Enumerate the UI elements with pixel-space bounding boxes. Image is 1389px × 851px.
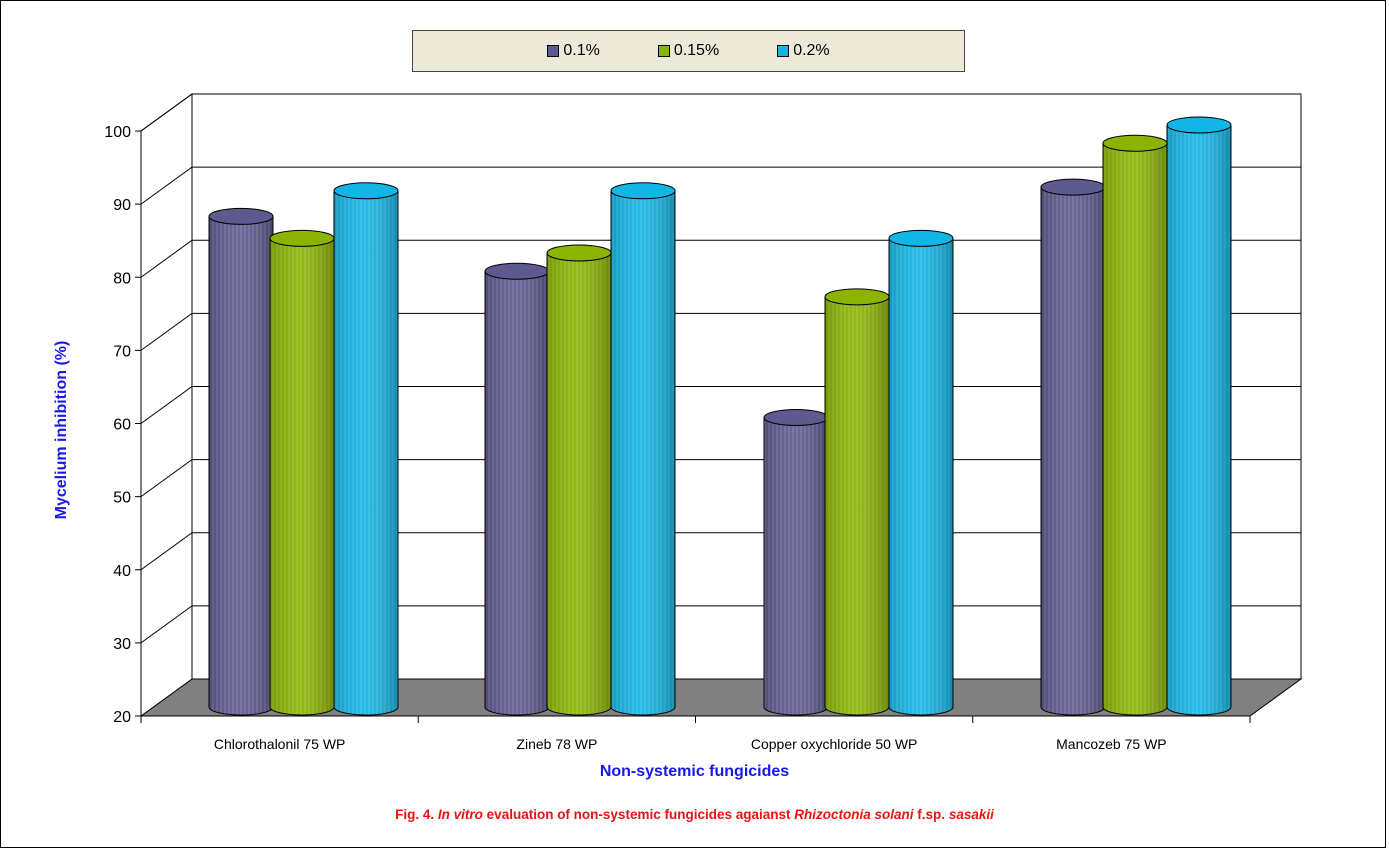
- bar-shade-1-0: [485, 271, 549, 715]
- legend-label-1: 0.15%: [673, 42, 720, 59]
- bar-shade-0-1: [270, 238, 334, 715]
- bar-shade-0-2: [334, 190, 398, 715]
- x-tick-label-1: Zineb 78 WP: [516, 736, 597, 752]
- bar-3-0: [1040, 178, 1106, 716]
- caption-middle: evaluation of non-systemic fungicides ag…: [486, 807, 791, 822]
- y-tick-label-4: 60: [113, 417, 131, 434]
- bar-top-2-0: [763, 408, 829, 426]
- bar-1-2: [610, 182, 676, 716]
- bar-top-3-2: [1166, 116, 1232, 134]
- bar-3-2: [1166, 116, 1232, 716]
- bar-2-1: [824, 288, 890, 716]
- bar-0-2: [333, 182, 399, 716]
- legend-item-0: 0.1%: [547, 42, 600, 60]
- bar-shade-3-0: [1041, 187, 1105, 715]
- y-tick-label-5: 70: [113, 343, 131, 360]
- y-tick-label-8: 100: [104, 124, 131, 141]
- bar-top-2-1: [824, 288, 890, 306]
- legend: 0.1% 0.15% 0.2%: [412, 30, 965, 72]
- bar-top-0-0: [208, 207, 274, 225]
- legend-swatch-1: [657, 45, 670, 57]
- bar-top-0-2: [333, 182, 399, 200]
- bar-shade-1-1: [547, 252, 611, 715]
- axes: 20 30 40 50 60 70 80 90 100 Chlorothalonil 75 WP Z…: [104, 124, 1251, 752]
- bar-0-0: [208, 207, 274, 716]
- gridline-7: [140, 166, 1301, 205]
- bar-shade-1-2: [611, 190, 675, 715]
- bar-1-1: [546, 244, 612, 716]
- bar-2-2: [888, 229, 954, 716]
- x-tick-label-0: Chlorothalonil 75 WP: [214, 736, 346, 752]
- bar-top-1-1: [546, 244, 612, 262]
- bar-top-3-0: [1040, 178, 1106, 196]
- bar-3-1: [1102, 134, 1168, 716]
- bar-2-0: [763, 408, 829, 716]
- y-axis-title: Mycelium inhibition (%): [53, 340, 70, 520]
- caption-prefix: Fig. 4.: [395, 807, 435, 822]
- y-tick-label-2: 40: [113, 563, 131, 580]
- y-tick-label-0: 20: [113, 709, 131, 726]
- legend-swatch-2: [777, 45, 790, 57]
- caption-connector: f.sp.: [917, 807, 946, 822]
- figure-caption: Fig. 4. In vitro evaluation of non-syste…: [0, 807, 1389, 822]
- x-tick-label-3: Mancozeb 75 WP: [1056, 736, 1167, 752]
- bar-shade-0-0: [209, 216, 273, 715]
- bar-shade-3-2: [1167, 124, 1231, 715]
- bar-shade-2-0: [764, 417, 828, 715]
- bar-top-3-1: [1102, 134, 1168, 152]
- legend-label-2: 0.2%: [793, 42, 830, 59]
- caption-italic-3: sasakii: [948, 807, 994, 822]
- bar-0-1: [269, 229, 335, 716]
- bar-shade-2-2: [889, 238, 953, 715]
- legend-item-2: 0.2%: [777, 42, 830, 60]
- legend-swatch-0: [547, 45, 560, 57]
- y-tick-label-7: 90: [113, 197, 131, 214]
- bar-top-2-2: [888, 229, 954, 247]
- legend-label-0: 0.1%: [563, 42, 600, 59]
- legend-item-1: 0.15%: [657, 42, 720, 60]
- bars: [208, 116, 1232, 716]
- y-tick-label-3: 50: [113, 490, 131, 507]
- y-tick-label-1: 30: [113, 636, 131, 653]
- caption-italic-2: Rhizoctonia solani: [794, 807, 914, 822]
- bar-top-1-0: [484, 262, 550, 280]
- bar-top-0-1: [269, 229, 335, 247]
- bar-1-0: [484, 262, 550, 716]
- x-axis-title: Non-systemic fungicides: [599, 763, 790, 780]
- y-tick-label-6: 80: [113, 270, 131, 287]
- bar-shade-3-1: [1103, 143, 1167, 715]
- x-tick-label-2: Copper oxychloride 50 WP: [751, 736, 918, 752]
- bar-top-1-2: [610, 182, 676, 200]
- bar-shade-2-1: [825, 296, 889, 715]
- caption-italic-1: In vitro: [437, 807, 483, 822]
- gridline-8: [140, 93, 1301, 132]
